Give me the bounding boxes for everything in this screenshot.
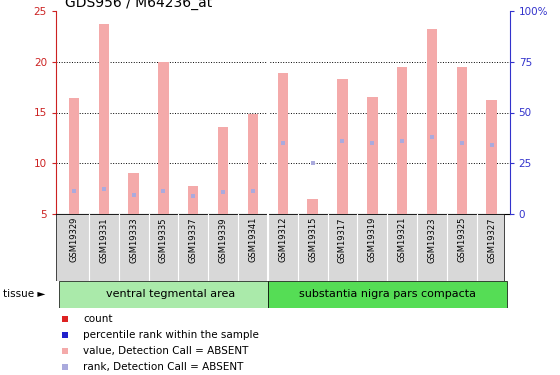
Text: value, Detection Call = ABSENT: value, Detection Call = ABSENT <box>83 346 249 356</box>
Text: GSM19329: GSM19329 <box>69 217 78 262</box>
Bar <box>128 173 139 214</box>
Bar <box>278 73 288 214</box>
Text: ventral tegmental area: ventral tegmental area <box>106 290 236 299</box>
Bar <box>427 30 437 214</box>
Bar <box>367 98 377 214</box>
Text: count: count <box>83 314 113 324</box>
Text: GSM19333: GSM19333 <box>129 217 138 263</box>
Text: percentile rank within the sample: percentile rank within the sample <box>83 330 259 340</box>
Text: GDS956 / M64236_at: GDS956 / M64236_at <box>65 0 212 10</box>
Text: rank, Detection Call = ABSENT: rank, Detection Call = ABSENT <box>83 362 244 372</box>
Text: GSM19319: GSM19319 <box>368 217 377 262</box>
Text: tissue ►: tissue ► <box>3 290 45 299</box>
Bar <box>59 281 268 308</box>
Text: GSM19321: GSM19321 <box>398 217 407 262</box>
Text: GSM19325: GSM19325 <box>458 217 466 262</box>
Text: GSM19335: GSM19335 <box>159 217 168 262</box>
Bar <box>69 98 79 214</box>
Bar <box>248 114 258 214</box>
Text: GSM19339: GSM19339 <box>218 217 227 262</box>
Text: GSM19317: GSM19317 <box>338 217 347 262</box>
Text: substantia nigra pars compacta: substantia nigra pars compacta <box>298 290 476 299</box>
Text: GSM19315: GSM19315 <box>308 217 317 262</box>
Bar <box>158 62 169 214</box>
Bar <box>307 199 318 214</box>
Bar <box>337 79 348 214</box>
Bar <box>99 24 109 214</box>
Text: GSM19341: GSM19341 <box>249 217 258 262</box>
Text: GSM19337: GSM19337 <box>189 217 198 263</box>
Bar <box>268 281 507 308</box>
Bar <box>456 67 467 214</box>
Text: GSM19312: GSM19312 <box>278 217 287 262</box>
Text: GSM19331: GSM19331 <box>99 217 108 262</box>
Text: GSM19323: GSM19323 <box>427 217 436 262</box>
Bar <box>397 67 407 214</box>
Text: GSM19327: GSM19327 <box>487 217 496 262</box>
Bar <box>188 186 198 214</box>
Bar <box>487 100 497 214</box>
Bar <box>218 127 228 214</box>
